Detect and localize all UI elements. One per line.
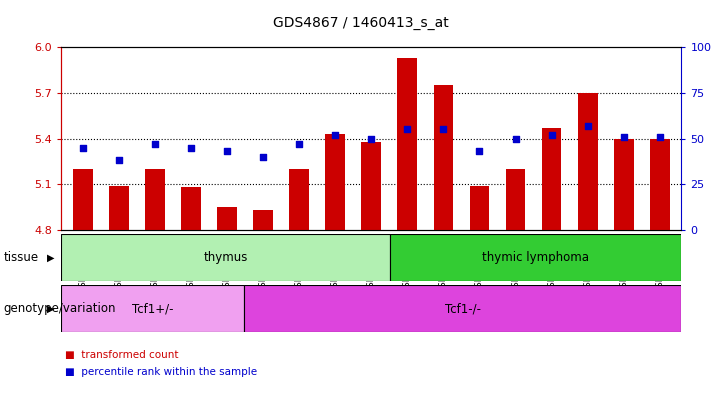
Bar [145,169,165,230]
Point [438,126,449,132]
Text: GDS4867 / 1460413_s_at: GDS4867 / 1460413_s_at [273,16,448,30]
Point [366,135,377,141]
Bar [61,234,389,281]
Point [510,135,521,141]
Bar [325,134,345,230]
Point [582,123,593,129]
Text: Tcf1-/-: Tcf1-/- [445,302,480,315]
Point [402,126,413,132]
Bar [578,93,598,230]
Text: genotype/variation: genotype/variation [4,302,116,315]
Bar [73,169,93,230]
Text: ■  transformed count: ■ transformed count [65,350,178,360]
Text: thymic lymphoma: thymic lymphoma [482,251,589,264]
Bar [389,234,681,281]
Point [654,134,665,140]
Text: ▶: ▶ [47,303,54,314]
Bar [253,210,273,230]
Text: ▶: ▶ [47,252,54,263]
Bar [541,128,562,230]
Point [77,145,89,151]
Bar [433,85,454,230]
Point [329,132,341,138]
Text: ■  percentile rank within the sample: ■ percentile rank within the sample [65,367,257,377]
Point [474,148,485,154]
Bar [505,169,526,230]
Point [293,141,305,147]
Point [546,132,557,138]
Point [257,154,269,160]
Point [221,148,233,154]
Bar [181,187,201,230]
Text: tissue: tissue [4,251,39,264]
Point [618,134,629,140]
Point [113,157,125,163]
Bar [244,285,681,332]
Point [149,141,161,147]
Point [185,145,197,151]
Bar [217,207,237,230]
Bar [361,141,381,230]
Text: thymus: thymus [203,251,247,264]
Bar [289,169,309,230]
Bar [614,138,634,230]
Bar [61,285,244,332]
Text: Tcf1+/-: Tcf1+/- [132,302,173,315]
Bar [109,186,129,230]
Bar [397,58,417,230]
Bar [469,186,490,230]
Bar [650,138,670,230]
